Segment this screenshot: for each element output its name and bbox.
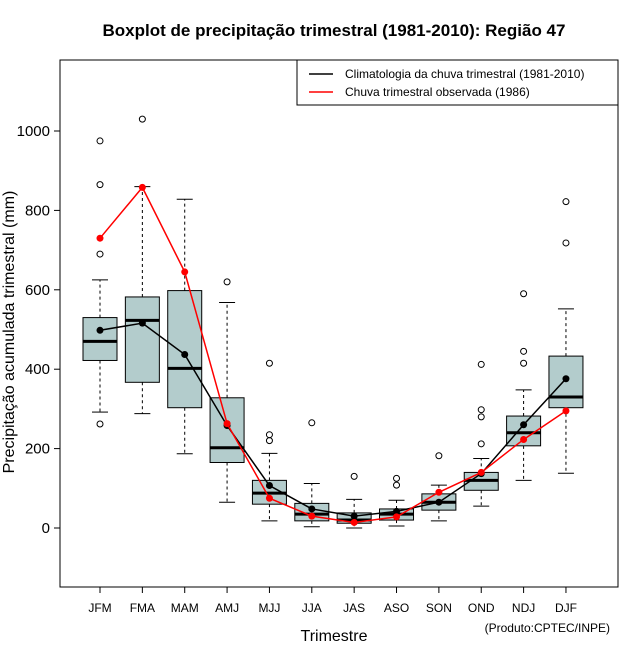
- series-point: [393, 507, 401, 515]
- outlier-point: [562, 198, 570, 206]
- outlier-point: [223, 278, 231, 286]
- x-tick-label: OND: [468, 601, 495, 615]
- series-line: [99, 322, 567, 517]
- series-point: [223, 420, 231, 428]
- box-FMA: [124, 115, 160, 415]
- boxes: [82, 115, 584, 529]
- box-DJF: [548, 198, 584, 474]
- outlier-point: [520, 290, 528, 298]
- box-NDJ: [506, 290, 542, 481]
- y-axis: 0 200 400 600 800 1000: [17, 123, 60, 537]
- x-tick-label: JAS: [343, 601, 365, 615]
- outlier-point: [96, 181, 104, 189]
- box-iqr: [124, 296, 160, 383]
- series-point: [265, 482, 273, 490]
- x-tick-label: DJF: [555, 601, 577, 615]
- series-point: [96, 234, 104, 242]
- y-tick-label: 1000: [17, 123, 50, 140]
- series-point: [435, 488, 443, 496]
- outlier-point: [265, 437, 273, 445]
- series-observed: [96, 183, 570, 526]
- outlier-point: [96, 250, 104, 258]
- outlier-point: [520, 359, 528, 367]
- series-lines: [96, 183, 570, 526]
- series-point: [181, 351, 189, 359]
- x-tick-label: MAM: [171, 601, 199, 615]
- x-axis: JFM FMA MAM AMJ MJJ JJA JAS ASO SON OND NDJ DJF: [88, 587, 577, 615]
- box-iqr: [209, 397, 245, 463]
- outlier-point: [520, 347, 528, 355]
- box-iqr: [167, 290, 203, 409]
- series-point: [265, 494, 273, 502]
- outlier-point: [96, 420, 104, 428]
- y-tick-label: 400: [25, 361, 50, 378]
- series-point: [308, 505, 316, 513]
- outlier-point: [138, 115, 146, 123]
- x-tick-label: FMA: [130, 601, 155, 615]
- series-point: [435, 498, 443, 506]
- legend-label: Chuva trimestral observada (1986): [345, 85, 530, 99]
- series-point: [181, 268, 189, 276]
- box-AMJ: [209, 278, 245, 503]
- outlier-point: [393, 481, 401, 489]
- x-tick-label: SON: [426, 601, 452, 615]
- series-point: [350, 518, 358, 526]
- box-MAM: [167, 198, 203, 455]
- y-tick-label: 800: [25, 202, 50, 219]
- series-point: [562, 407, 570, 415]
- y-tick-label: 600: [25, 282, 50, 299]
- y-tick-label: 200: [25, 441, 50, 458]
- outlier-point: [393, 474, 401, 482]
- chart-title: Boxplot de precipitação trimestral (1981…: [103, 21, 566, 40]
- series-point: [350, 512, 358, 520]
- series-point: [138, 319, 146, 327]
- outlier-point: [562, 239, 570, 247]
- series-point: [520, 421, 528, 429]
- x-axis-title: Trimestre: [301, 628, 368, 645]
- x-tick-label: JFM: [88, 601, 111, 615]
- outlier-point: [308, 419, 316, 427]
- series-point: [96, 326, 104, 334]
- series-point: [477, 468, 485, 476]
- series-point: [393, 513, 401, 521]
- y-tick-label: 0: [42, 520, 50, 537]
- x-tick-label: AMJ: [215, 601, 239, 615]
- legend-label: Climatologia da chuva trimestral (1981-2…: [345, 67, 584, 81]
- outlier-point: [477, 360, 485, 368]
- outlier-point: [350, 472, 358, 480]
- outlier-point: [477, 440, 485, 448]
- box-OND: [463, 360, 499, 507]
- x-tick-label: ASO: [384, 601, 409, 615]
- outlier-point: [265, 359, 273, 367]
- outlier-point: [477, 413, 485, 421]
- box-iqr: [82, 317, 118, 361]
- x-tick-label: MJJ: [258, 601, 280, 615]
- outlier-point: [265, 431, 273, 439]
- legend: Climatologia da chuva trimestral (1981-2…: [296, 59, 619, 106]
- series-point: [308, 512, 316, 520]
- x-tick-label: NDJ: [512, 601, 535, 615]
- box-JFM: [82, 137, 118, 428]
- outlier-point: [96, 137, 104, 145]
- y-axis-title: Precipitação acumulada trimestral (mm): [1, 191, 18, 474]
- series-point: [520, 435, 528, 443]
- credit-text: (Produto:CPTEC/INPE): [485, 621, 610, 635]
- outlier-point: [435, 452, 443, 460]
- legend-box: [296, 59, 619, 106]
- outlier-point: [477, 406, 485, 414]
- series-point: [138, 183, 146, 191]
- series-line: [99, 186, 567, 524]
- series-point: [562, 375, 570, 383]
- box-MJJ: [251, 359, 287, 522]
- x-tick-label: JJA: [302, 601, 322, 615]
